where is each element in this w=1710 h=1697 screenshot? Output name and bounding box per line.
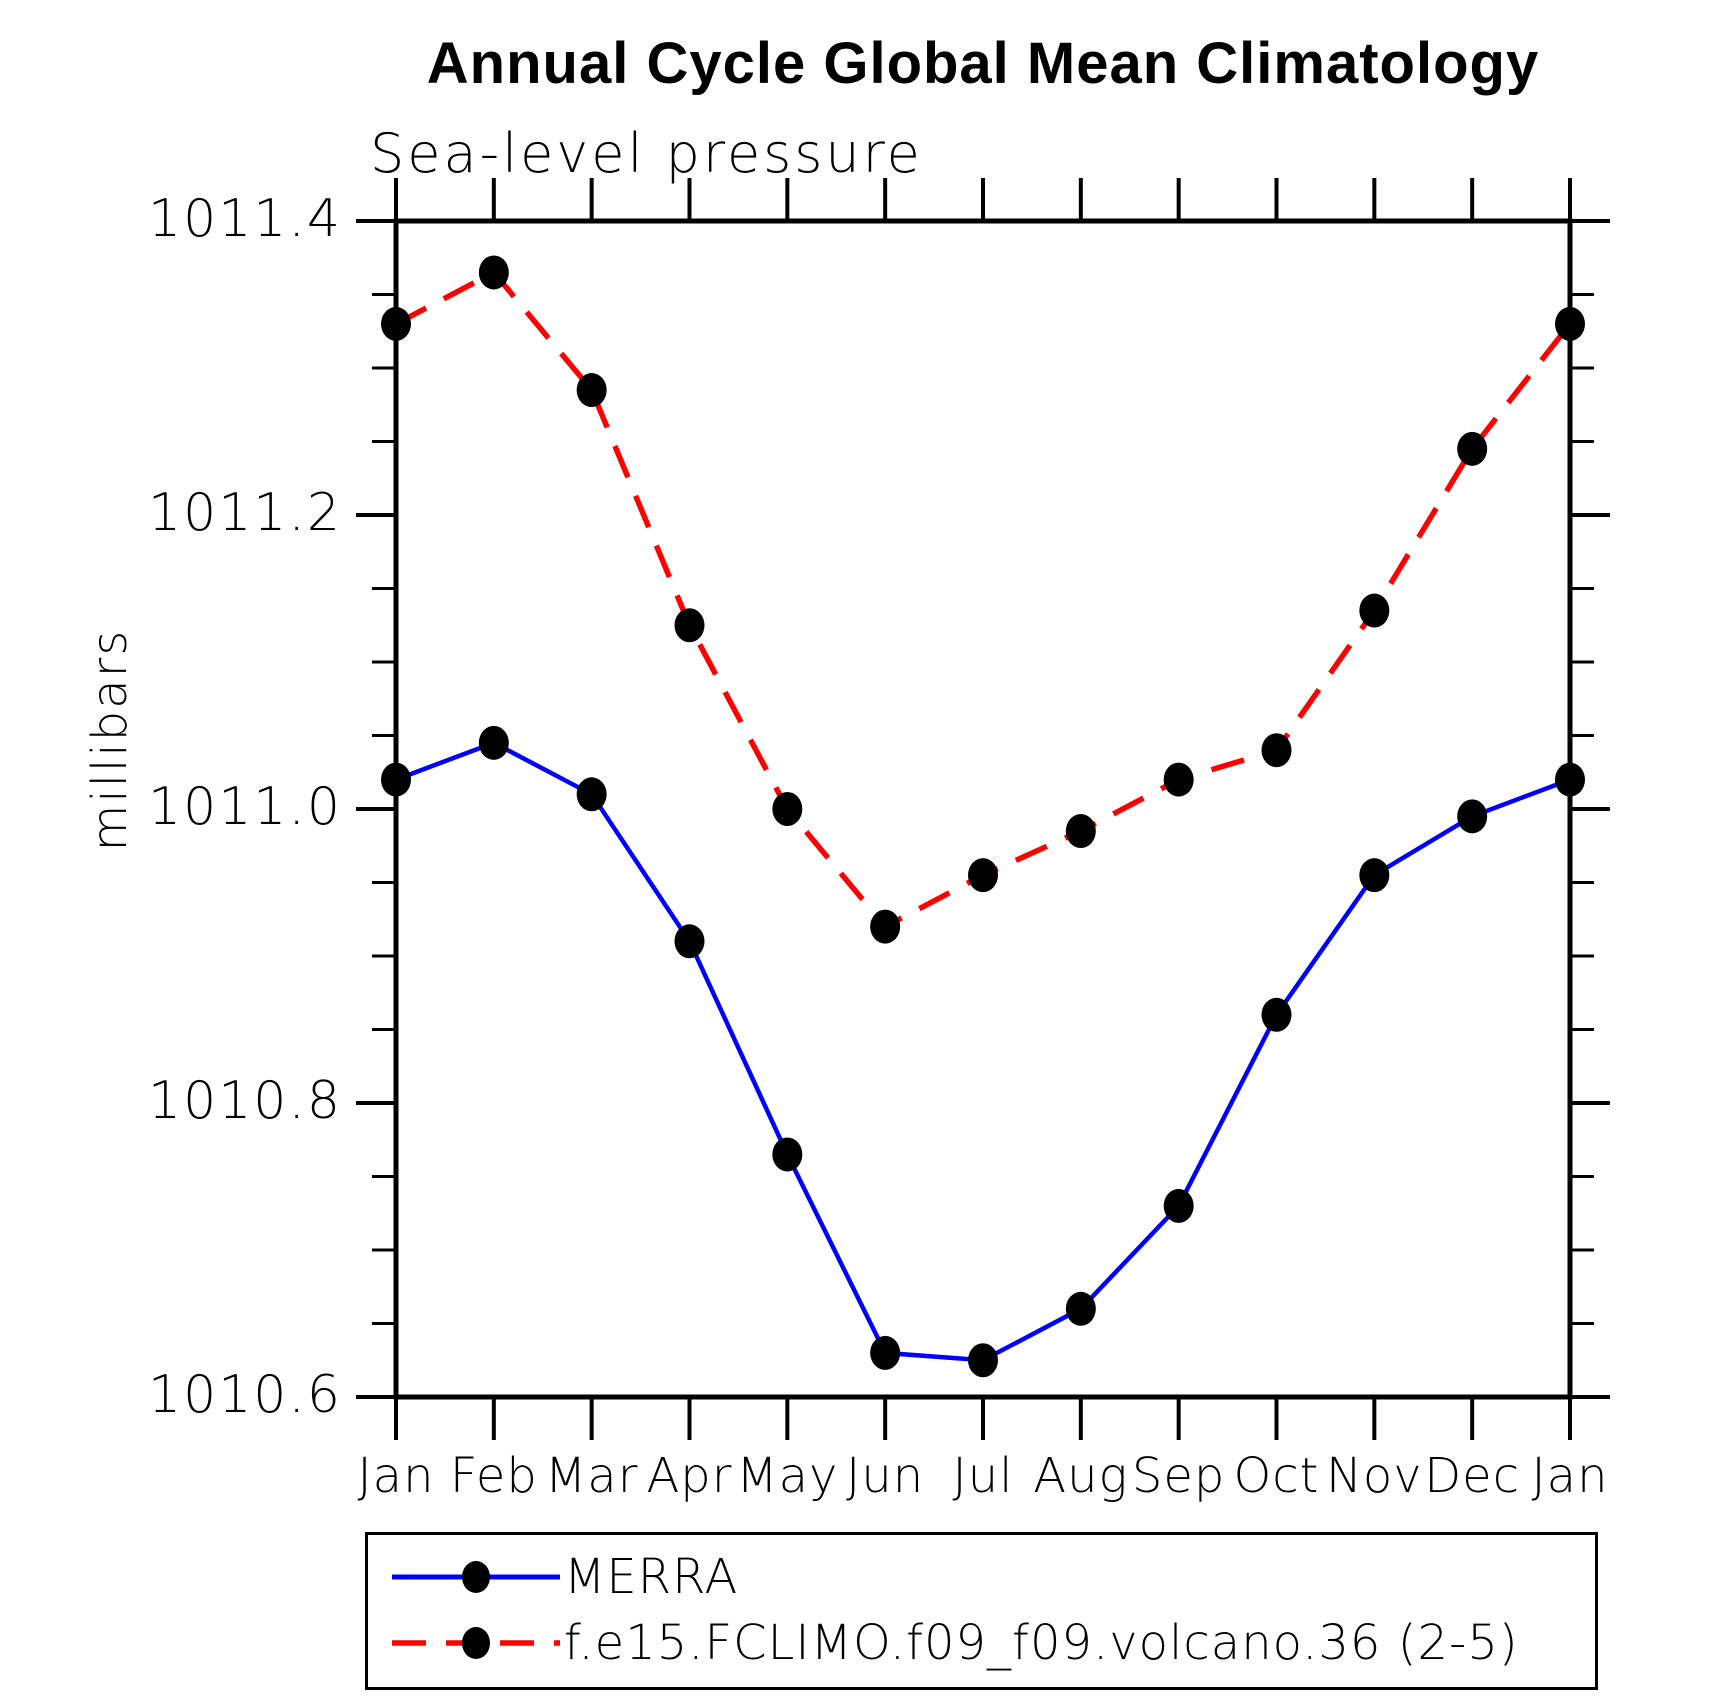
x-tick-label: Oct <box>1233 1448 1320 1504</box>
y-tick-label: 1011.2 <box>148 483 342 543</box>
legend-label-model: f.e15.FCLIMO.f09_f09.volcano.36 (2-5) <box>564 1615 1519 1671</box>
x-tick-label: Dec <box>1424 1448 1521 1504</box>
x-tick-label: Jul <box>952 1448 1014 1504</box>
data-point <box>1261 733 1292 768</box>
data-point <box>1065 814 1096 849</box>
x-tick-label: Jun <box>846 1448 925 1504</box>
data-point <box>968 858 998 893</box>
x-tick-label: Apr <box>646 1448 733 1504</box>
y-tick-label: 1011.4 <box>148 189 342 249</box>
data-point <box>1163 1188 1194 1223</box>
x-tick-label: Sep <box>1131 1448 1226 1504</box>
data-point <box>478 725 509 760</box>
chart-subtitle: Sea-level pressure <box>370 122 923 185</box>
data-point <box>772 1137 803 1172</box>
x-tick-label: Aug <box>1033 1448 1129 1504</box>
axes-frame <box>393 218 1573 1400</box>
chart-title: Annual Cycle Global Mean Climatology <box>426 31 1540 96</box>
legend: MERRA f.e15.FCLIMO.f09_f09.volcano.36 (2… <box>365 1532 1598 1690</box>
data-point <box>870 909 901 944</box>
data-point <box>968 1343 998 1378</box>
x-tick-label: Feb <box>449 1448 538 1504</box>
data-point <box>381 306 411 341</box>
data-point <box>478 255 509 290</box>
model-line-sample <box>392 1627 560 1659</box>
y-major-ticks <box>356 219 1610 1399</box>
x-tick-label: Jan <box>357 1448 435 1504</box>
data-point <box>674 924 705 959</box>
series-model <box>381 255 1585 944</box>
data-point <box>674 608 705 643</box>
merra-line-sample <box>392 1561 560 1593</box>
data-point <box>576 777 607 812</box>
data-point <box>1261 997 1292 1032</box>
data-point <box>1359 593 1390 628</box>
data-point <box>1555 306 1585 341</box>
x-tick-label: Mar <box>544 1448 639 1504</box>
data-point <box>1163 762 1194 797</box>
data-point <box>1457 799 1488 834</box>
y-tick-label: 1010.8 <box>148 1071 342 1131</box>
data-point <box>1457 431 1488 466</box>
x-tick-label: Jan <box>1531 1448 1609 1504</box>
legend-item-merra: MERRA <box>390 1549 738 1605</box>
series-merra <box>381 725 1585 1378</box>
data-point <box>576 373 607 408</box>
y-tick-label: 1010.6 <box>148 1365 342 1425</box>
data-point <box>772 792 803 826</box>
x-tick-label: May <box>736 1448 839 1504</box>
data-point <box>1555 762 1585 797</box>
data-point <box>1065 1291 1096 1326</box>
x-tick-label: Nov <box>1325 1448 1423 1504</box>
legend-label-merra: MERRA <box>564 1549 739 1605</box>
merra-marker-dot <box>462 1561 490 1593</box>
x-ticks <box>394 178 1572 1440</box>
data-point <box>870 1335 901 1370</box>
y-tick-label: 1011.0 <box>148 777 342 837</box>
data-point <box>1359 858 1390 893</box>
data-point <box>381 762 411 797</box>
y-minor-ticks <box>372 293 1594 1325</box>
model-marker-dot <box>462 1627 490 1659</box>
legend-item-model: f.e15.FCLIMO.f09_f09.volcano.36 (2-5) <box>390 1615 1519 1671</box>
